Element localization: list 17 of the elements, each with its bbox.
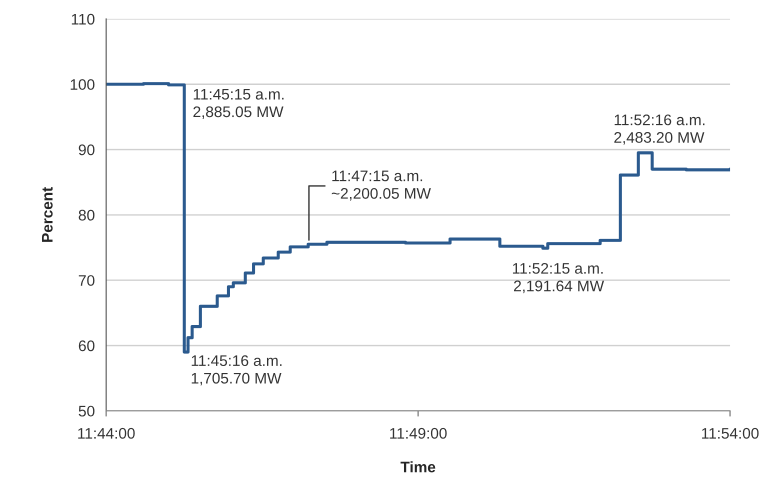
- x-tick-label: 11:49:00: [390, 428, 447, 439]
- y-tick-label: 80: [78, 210, 94, 221]
- y-tick-label: 90: [78, 144, 94, 156]
- y-tick-label: 110: [72, 14, 94, 25]
- x-tick-label: 11:44:00: [78, 428, 135, 439]
- annotation: 11:52:16 a.m. 2,483.20 MW: [614, 114, 704, 145]
- x-tick-label: 11:54:00: [702, 428, 759, 439]
- y-tick-label: 60: [78, 340, 94, 352]
- annotation: 11:45:16 a.m. 1,705.70 MW: [192, 355, 282, 386]
- y-tick-label: 70: [78, 275, 94, 286]
- y-tick-label: 50: [78, 406, 94, 417]
- y-tick-label: 100: [70, 79, 94, 90]
- y-axis-title: Percent: [42, 187, 53, 242]
- annotation: 11:45:15 a.m. 2,885.05 MW: [193, 88, 284, 119]
- annotation: 11:47:15 a.m. ~2,200.05 MW: [332, 170, 431, 201]
- annotation: 11:52:15 a.m. 2,191.64 MW: [512, 262, 604, 294]
- x-axis-title: Time: [400, 461, 436, 472]
